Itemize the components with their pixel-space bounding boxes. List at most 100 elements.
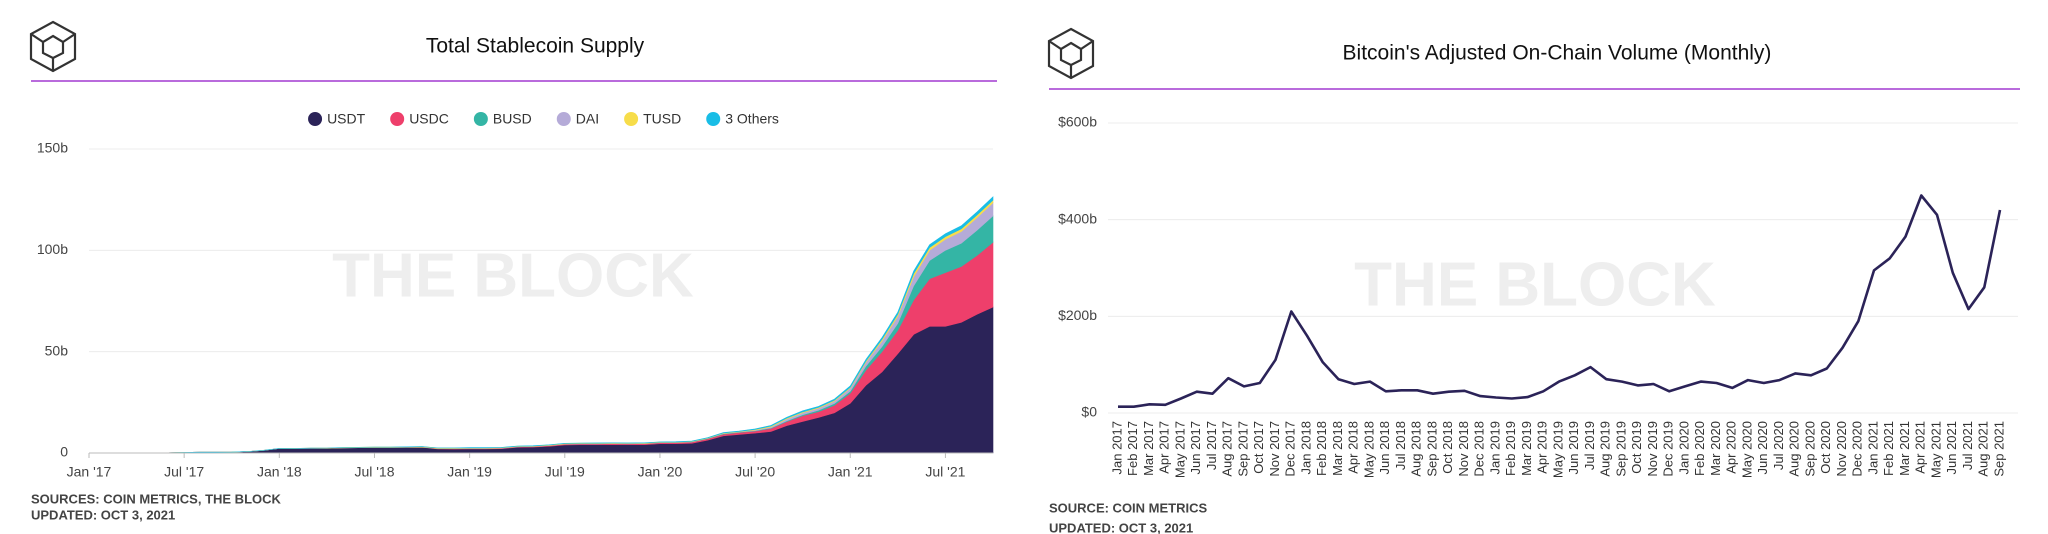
x-tick-label: Jul 2018 [1393,421,1408,470]
x-tick-label: Oct 2017 [1251,421,1266,474]
x-tick-label: Jan 2021 [1865,421,1880,475]
x-tick-label: Mar 2021 [1897,421,1912,476]
x-tick-label: Aug 2017 [1220,421,1235,477]
x-tick-label: Jan '20 [638,464,683,480]
x-tick-label: Aug 2020 [1787,421,1802,477]
x-tick-label: Feb 2019 [1503,421,1518,476]
x-tick-label: Nov 2018 [1456,421,1471,477]
source-note: SOURCES: COIN METRICS, THE BLOCK [31,491,282,506]
legend-label: BUSD [493,111,532,127]
x-tick-label: Mar 2017 [1141,421,1156,476]
x-tick-label: Jan 2018 [1298,421,1313,475]
y-tick-label: $400b [1058,210,1097,226]
x-tick-label: Apr 2017 [1157,421,1172,474]
x-tick-label: Mar 2019 [1519,421,1534,476]
x-tick-label: Jan 2020 [1676,421,1691,475]
x-tick-label: Jun 2017 [1188,421,1203,475]
updated-note: UPDATED: OCT 3, 2021 [31,507,175,522]
x-tick-label: Sep 2021 [1991,421,2006,477]
legend-label: 3 Others [725,111,779,127]
x-tick-label: Feb 2020 [1692,421,1707,476]
legend-swatch [556,112,571,126]
x-tick-label: Sep 2019 [1613,421,1628,477]
x-tick-label: Aug 2018 [1409,421,1424,477]
x-tick-label: May 2018 [1361,421,1376,478]
x-tick-label: Nov 2020 [1834,421,1849,477]
x-tick-label: Sep 2018 [1424,421,1439,477]
x-tick-label: Aug 2021 [1976,421,1991,477]
x-tick-label: Jan '21 [828,464,873,480]
x-tick-label: Jun 2018 [1377,421,1392,475]
logo [29,20,77,73]
x-tick-label: May 2021 [1928,421,1943,478]
x-tick-label: Jul 2021 [1960,421,1975,470]
legend-label: USDT [327,111,366,127]
watermark: THE BLOCK [332,241,694,310]
x-tick-label: Jul 2017 [1204,421,1219,470]
x-tick-label: Apr 2020 [1724,421,1739,474]
legend-swatch [624,112,639,126]
x-tick-label: Dec 2019 [1661,421,1676,477]
legend-label: TUSD [643,111,681,127]
x-tick-label: Dec 2018 [1472,421,1487,477]
x-tick-label: Nov 2019 [1645,421,1660,477]
legend-swatch [308,112,323,126]
x-tick-label: Sep 2017 [1235,421,1250,477]
x-tick-label: Jul 2020 [1771,421,1786,470]
x-tick-label: Nov 2017 [1267,421,1282,477]
y-tick-label: $200b [1058,307,1097,323]
x-tick-label: Aug 2019 [1598,421,1613,477]
x-tick-label: Jan '17 [67,464,112,480]
legend-swatch [706,112,721,126]
x-tick-label: Mar 2020 [1708,421,1723,476]
x-tick-label: Feb 2017 [1125,421,1140,476]
x-tick-label: Jan 2017 [1109,421,1124,475]
x-tick-label: Sep 2020 [1802,421,1817,477]
x-tick-label: Jun 2021 [1944,421,1959,475]
x-tick-label: Oct 2018 [1440,421,1455,474]
x-tick-label: Apr 2019 [1535,421,1550,474]
x-tick-label: Apr 2018 [1346,421,1361,474]
watermark: THE BLOCK [1354,250,1716,319]
x-tick-label: Jan '18 [257,464,302,480]
legend-label: USDC [409,111,449,127]
x-tick-label: Feb 2018 [1314,421,1329,476]
x-tick-label: Jul '21 [925,464,965,480]
line-series [1118,194,2002,408]
source-note: SOURCE: COIN METRICS [1049,500,1208,515]
x-tick-label: Feb 2021 [1881,421,1896,476]
x-tick-label: Oct 2020 [1818,421,1833,474]
x-tick-label: Jul 2019 [1582,421,1597,470]
chart-title: Total Stablecoin Supply [426,35,645,58]
y-tick-label: 50b [45,342,69,358]
x-tick-label: Jul '19 [545,464,585,480]
x-tick-label: Dec 2020 [1850,421,1865,477]
y-tick-label: 100b [37,241,68,257]
logo [1047,27,1095,80]
y-tick-label: $0 [1081,404,1097,420]
updated-note: UPDATED: OCT 3, 2021 [1049,520,1193,534]
y-tick-label: $600b [1058,114,1097,130]
x-tick-label: Jan 2019 [1487,421,1502,475]
x-tick-label: Jul '20 [735,464,775,480]
x-tick-label: Apr 2021 [1913,421,1928,474]
y-tick-label: 0 [60,444,68,460]
x-tick-label: May 2019 [1550,421,1565,478]
x-tick-label: Dec 2017 [1283,421,1298,477]
x-tick-label: May 2017 [1172,421,1187,478]
x-tick-label: Jun 2019 [1566,421,1581,475]
legend-swatch [473,112,488,126]
legend-label: DAI [576,111,599,127]
x-tick-label: Jan '19 [447,464,492,480]
x-tick-label: Mar 2018 [1330,421,1345,476]
area-series [88,196,994,454]
x-tick-label: May 2020 [1739,421,1754,478]
x-tick-label: Jul '17 [164,464,204,480]
x-tick-label: Jul '18 [354,464,394,480]
y-tick-label: 150b [37,140,68,156]
legend-swatch [390,112,405,126]
x-tick-label: Oct 2019 [1629,421,1644,474]
x-tick-label: Jun 2020 [1755,421,1770,475]
chart-title: Bitcoin's Adjusted On-Chain Volume (Mont… [1343,42,1772,65]
